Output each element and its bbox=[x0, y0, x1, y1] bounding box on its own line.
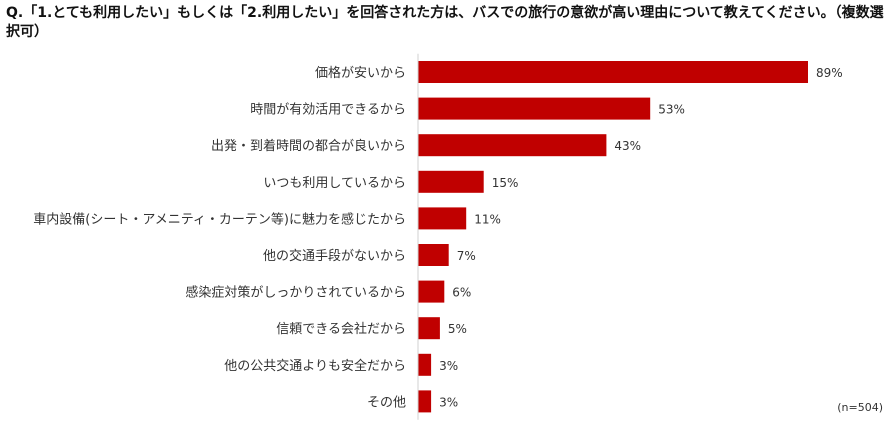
value-label-10: 3% bbox=[439, 395, 458, 409]
category-label-2: 時間が有効活用できるから bbox=[250, 103, 406, 118]
bar-8 bbox=[418, 317, 440, 340]
category-label-10: その他 bbox=[367, 395, 406, 410]
value-label-4: 15% bbox=[492, 176, 519, 190]
bar-7 bbox=[418, 280, 445, 303]
category-label-7: 感染症対策がしっかりされているから bbox=[185, 285, 406, 301]
category-label-6: 他の交通手段がないから bbox=[263, 248, 406, 264]
category-label-4: いつも利用しているから bbox=[263, 176, 406, 191]
bar-2 bbox=[418, 97, 651, 120]
bar-6 bbox=[418, 244, 449, 266]
bars-group bbox=[418, 61, 808, 413]
value-label-2: 53% bbox=[658, 103, 685, 117]
category-label-9: 他の公共交通よりも安全だから bbox=[224, 358, 406, 374]
value-label-1: 89% bbox=[816, 66, 843, 80]
bar-4 bbox=[418, 170, 484, 193]
value-labels-group: 89% 53% 43% 15% 11% 7% 6% 5% 3% 3% bbox=[439, 66, 843, 409]
value-label-9: 3% bbox=[439, 359, 458, 373]
category-labels-group: 価格が安いから時間が有効活用できるから出発・到着時間の都合が良いからいつも利用し… bbox=[33, 65, 406, 410]
category-label-5: 車内設備(シート・アメニティ・カーテン等)に魅力を感じたから bbox=[33, 211, 406, 227]
category-label-1: 価格が安いから bbox=[315, 65, 406, 81]
bar-9 bbox=[418, 353, 432, 376]
sample-size-note: (n=504) bbox=[837, 401, 883, 414]
value-label-3: 43% bbox=[614, 139, 641, 153]
category-label-8: 信頼できる会社だから bbox=[276, 321, 406, 337]
value-label-5: 11% bbox=[474, 212, 501, 226]
bar-10 bbox=[418, 390, 432, 413]
bar-3 bbox=[418, 134, 607, 157]
value-label-6: 7% bbox=[457, 249, 476, 263]
question-title: Q.「1.とても利用したい」もしくは「2.利用したい」を回答された方は、バスでの… bbox=[6, 5, 884, 40]
value-label-8: 5% bbox=[448, 322, 467, 336]
bar-5 bbox=[418, 207, 467, 230]
value-label-7: 6% bbox=[452, 286, 471, 300]
category-label-3: 出発・到着時間の都合が良いから bbox=[211, 138, 406, 154]
bar-1 bbox=[418, 61, 808, 83]
